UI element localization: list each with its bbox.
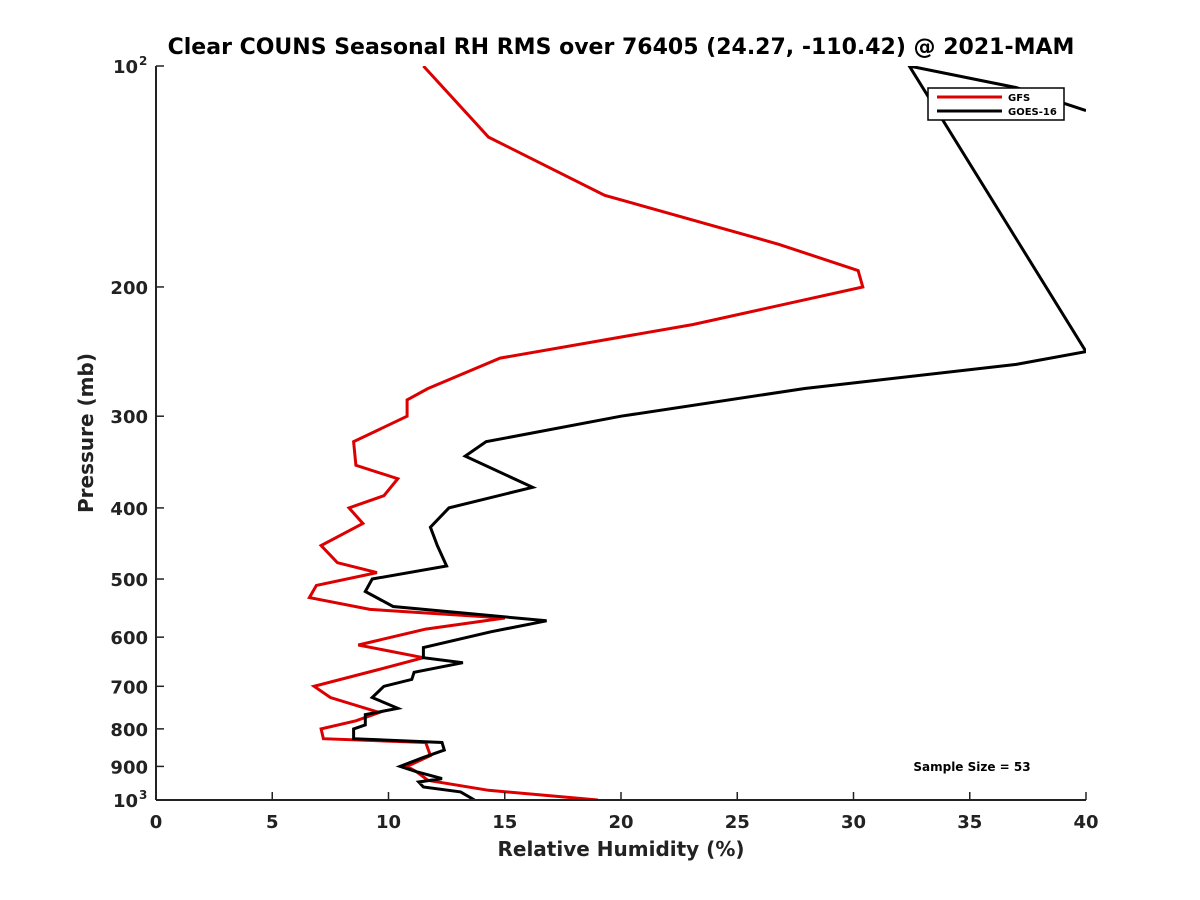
y-tick-base: 10 [113, 791, 138, 812]
y-tick-label: 700 [110, 677, 148, 698]
y-tick-label: 900 [110, 757, 148, 778]
legend-label: GOES-16 [1008, 107, 1057, 118]
series-line-goes-16 [352, 66, 1086, 800]
legend-label: GFS [1008, 93, 1030, 104]
x-tick-label: 40 [1073, 812, 1098, 833]
x-tick-label: 30 [841, 812, 866, 833]
chart-title: Clear COUNS Seasonal RH RMS over 76405 (… [168, 35, 1075, 60]
y-tick-label: 10 [113, 791, 138, 812]
y-tick-label: 500 [110, 570, 148, 591]
x-tick-label: 10 [376, 812, 401, 833]
legend: GFS GOES-16 [927, 87, 1065, 121]
y-tick-label: 400 [110, 499, 148, 520]
x-tick-label: 35 [957, 812, 982, 833]
x-axis-label: Relative Humidity (%) [497, 837, 744, 861]
x-ticks: 0 5 10 15 20 25 30 35 40 [150, 792, 1099, 833]
y-axis-label: Pressure (mb) [74, 353, 98, 513]
y-tick-base: 10 [113, 57, 138, 78]
x-tick-label: 5 [266, 812, 279, 833]
y-tick-label: 300 [110, 407, 148, 428]
series-group [307, 66, 1086, 800]
y-tick-label: 800 [110, 720, 148, 741]
x-tick-label: 25 [725, 812, 750, 833]
sample-size-annotation: Sample Size = 53 [913, 760, 1030, 774]
y-tick-label: 600 [110, 628, 148, 649]
y-tick-exponent: 3 [139, 788, 147, 802]
x-tick-label: 20 [608, 812, 633, 833]
axes [155, 66, 1086, 801]
y-tick-exponent: 2 [139, 54, 147, 68]
y-tick-label: 10 [113, 57, 138, 78]
series-line-gfs [307, 66, 865, 800]
x-tick-label: 15 [492, 812, 517, 833]
y-tick-label: 200 [110, 278, 148, 299]
x-tick-label: 0 [150, 812, 163, 833]
legend-box [927, 87, 1065, 121]
legend-entries: GFS GOES-16 [937, 93, 1057, 118]
